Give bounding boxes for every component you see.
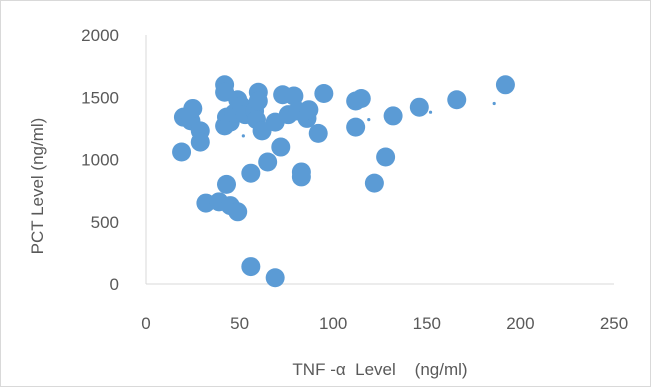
y-tick-label: 2000 xyxy=(81,26,119,45)
data-point xyxy=(248,91,268,111)
y-tick-label: 0 xyxy=(110,275,119,294)
minor-data-point xyxy=(428,110,433,114)
minor-data-point xyxy=(241,134,245,138)
minor-data-point xyxy=(367,118,371,122)
x-tick-label: 50 xyxy=(230,314,249,333)
data-point xyxy=(409,97,429,117)
x-tick-labels: 0 50 100 150 200 250 xyxy=(141,314,628,333)
minor-data-point xyxy=(492,101,496,106)
data-point xyxy=(376,147,396,167)
x-tick-label: 0 xyxy=(141,314,150,333)
data-point xyxy=(346,117,366,137)
data-point xyxy=(183,98,203,118)
data-point xyxy=(216,174,236,194)
data-point xyxy=(351,88,371,108)
x-tick-label: 150 xyxy=(413,314,441,333)
x-tick-label: 100 xyxy=(319,314,347,333)
data-point xyxy=(258,152,278,172)
data-point xyxy=(228,202,248,222)
data-point xyxy=(271,137,291,157)
data-point xyxy=(495,75,515,95)
data-point xyxy=(364,173,384,193)
data-point xyxy=(284,86,304,106)
data-point xyxy=(308,123,328,143)
y-tick-label: 1500 xyxy=(81,88,119,107)
data-point xyxy=(190,132,210,152)
data-point xyxy=(241,257,261,277)
data-point xyxy=(265,268,285,288)
data-point xyxy=(241,163,261,183)
data-point xyxy=(299,100,319,120)
x-axis-title: TNF -α Level (ng/ml) xyxy=(292,360,467,379)
data-points xyxy=(172,75,515,288)
data-point xyxy=(383,106,403,126)
y-tick-label: 500 xyxy=(91,213,119,232)
x-tick-label: 250 xyxy=(600,314,628,333)
y-axis-title: PCT Level (ng/ml) xyxy=(28,118,47,255)
y-tick-labels: 0 500 1000 1500 2000 xyxy=(81,26,119,294)
data-point xyxy=(172,142,192,162)
data-point xyxy=(447,90,467,110)
data-point xyxy=(291,167,311,187)
data-point xyxy=(314,84,334,104)
y-tick-label: 1000 xyxy=(81,151,119,170)
x-tick-label: 200 xyxy=(506,314,534,333)
